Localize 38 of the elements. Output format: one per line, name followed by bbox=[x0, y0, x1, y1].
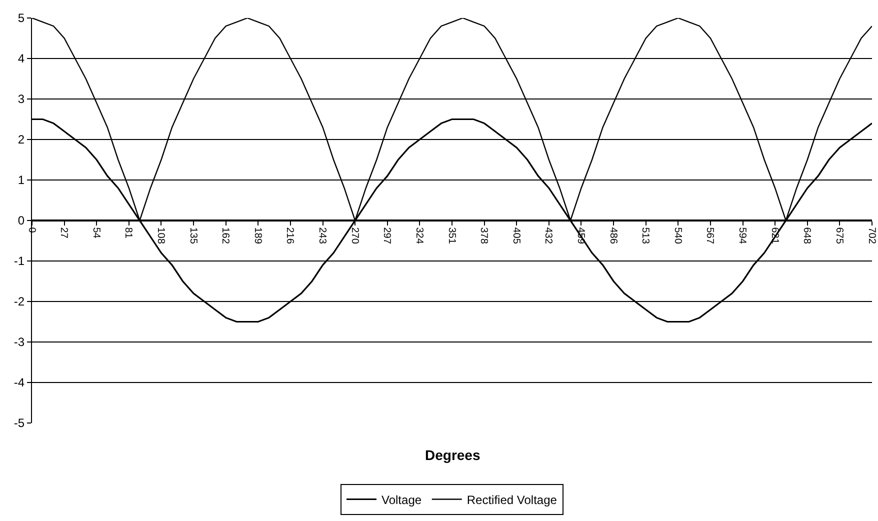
x-tick-label: 162 bbox=[220, 227, 231, 244]
x-tick-label: 189 bbox=[252, 227, 263, 244]
y-tick-label: 0 bbox=[18, 214, 25, 228]
x-tick-label: 324 bbox=[413, 227, 424, 244]
y-tick-label: 3 bbox=[18, 92, 25, 106]
x-tick-label: 135 bbox=[187, 227, 198, 244]
x-tick-label: 297 bbox=[381, 227, 392, 244]
y-tick-label: -5 bbox=[14, 416, 25, 430]
x-axis-title: Degrees bbox=[425, 447, 480, 463]
x-tick-label: 702 bbox=[866, 227, 877, 244]
y-tick-label: 2 bbox=[18, 132, 25, 147]
x-tick-label: 54 bbox=[90, 227, 102, 239]
x-tick-label: 513 bbox=[640, 227, 651, 244]
y-tick-label: -4 bbox=[14, 376, 25, 390]
x-tick-label: 675 bbox=[833, 227, 844, 244]
x-tick-label: 432 bbox=[542, 227, 554, 244]
y-tick-label: -3 bbox=[14, 335, 25, 350]
x-tick-label: 216 bbox=[284, 227, 296, 244]
x-tick-label: 243 bbox=[316, 227, 328, 244]
x-tick-label: 405 bbox=[510, 227, 522, 244]
x-tick-label: 108 bbox=[154, 227, 166, 244]
x-tick-label: 648 bbox=[801, 227, 812, 244]
x-tick-label: 27 bbox=[58, 227, 70, 239]
y-tick-label: -1 bbox=[14, 254, 25, 268]
legend-label: Voltage bbox=[382, 492, 422, 507]
legend-label: Rectified Voltage bbox=[466, 492, 558, 507]
x-tick-label: 594 bbox=[736, 227, 748, 244]
x-tick-label: 378 bbox=[478, 227, 490, 244]
x-tick-label: 81 bbox=[122, 227, 134, 239]
x-tick-label: 270 bbox=[348, 227, 360, 244]
x-tick-label: 540 bbox=[672, 227, 683, 244]
y-tick-label: -2 bbox=[14, 294, 25, 309]
x-tick-label: 351 bbox=[446, 227, 457, 244]
x-tick-label: 567 bbox=[704, 227, 716, 244]
x-tick-label: 486 bbox=[607, 227, 618, 244]
y-tick-label: 5 bbox=[18, 11, 25, 26]
y-tick-label: 4 bbox=[18, 52, 25, 66]
y-tick-label: 1 bbox=[18, 173, 25, 188]
